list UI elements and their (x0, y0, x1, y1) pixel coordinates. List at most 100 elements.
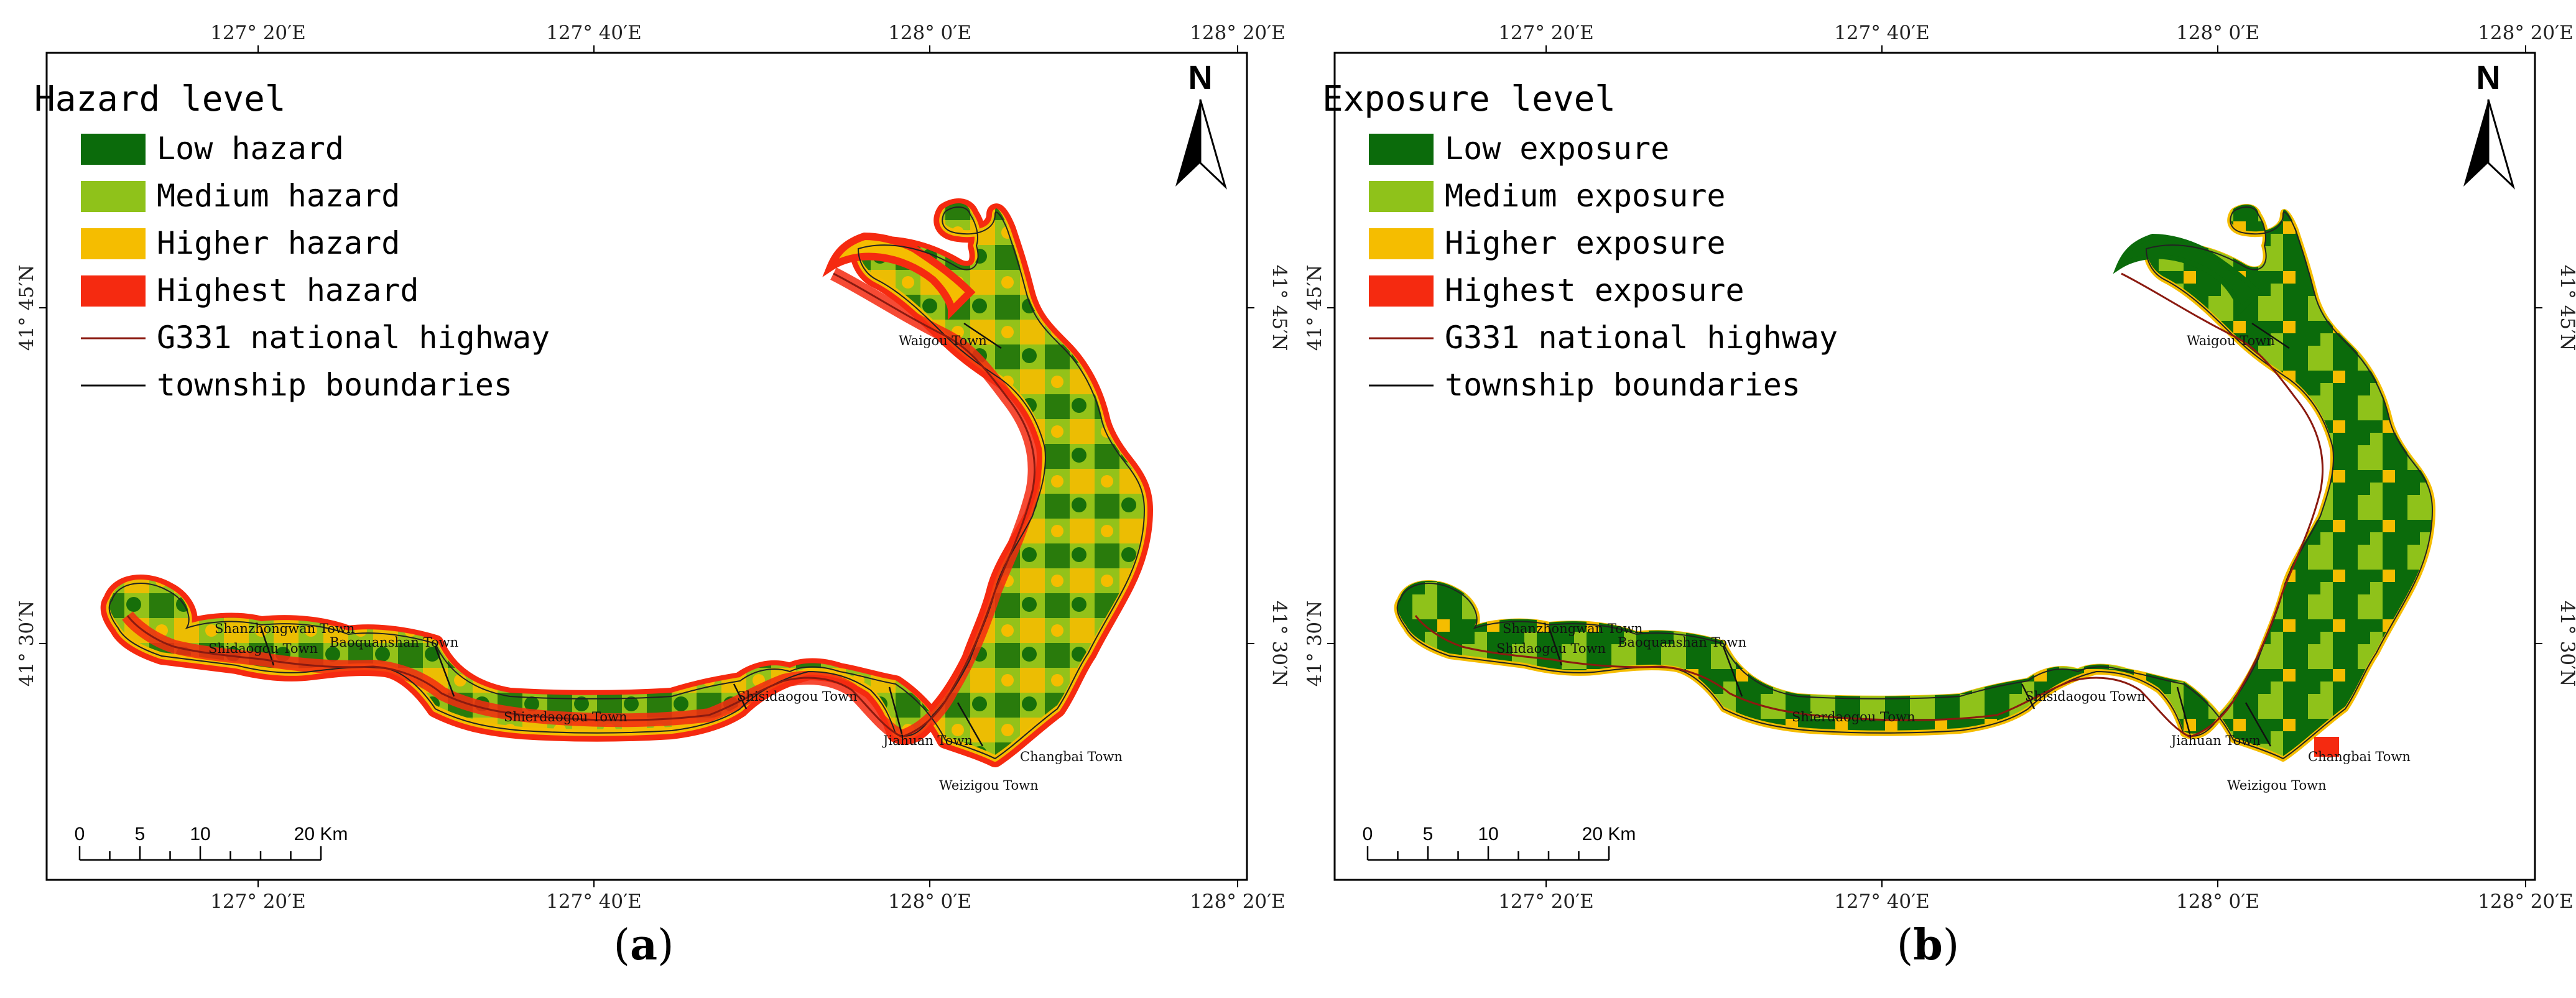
scale-bar: 0 5 10 20 Km (1363, 824, 1636, 861)
legend-item: Higher exposure (1445, 225, 1726, 261)
g331-highway (126, 272, 1036, 738)
town-label: Weizigou Town (939, 778, 1039, 793)
lat-label-right: 41° 45′N (2556, 265, 2576, 351)
scale-label: 20 Km (294, 824, 348, 844)
town-label: Weizigou Town (2227, 778, 2327, 793)
legend-item: township boundaries (157, 367, 512, 403)
lon-label-bottom: 128° 20′E (1190, 890, 1286, 913)
legend-item: G331 national highway (157, 320, 550, 356)
legend-item: Highest exposure (1445, 272, 1744, 308)
town-label: Baoquanshan Town (330, 635, 458, 650)
northern-spur (2113, 233, 2262, 317)
lon-label-top: 128° 0′E (888, 22, 971, 44)
town-label: Jiahuan Town (882, 733, 973, 748)
lat-label-right: 41° 30′N (1268, 601, 1288, 686)
town-label: Shisidaogou Town (2025, 689, 2146, 704)
lon-label-top: 127° 20′E (210, 22, 306, 44)
north-label: N (2476, 59, 2501, 96)
township-boundary (1548, 627, 1563, 666)
township-boundary (957, 702, 984, 747)
hazard-map-panel: 127° 20′E 127° 20′E 127° 40′E 127° 40′E 128°… (16, 22, 1288, 913)
legend-item: Highest hazard (157, 272, 419, 308)
town-label: Shierdaogou Town (504, 709, 628, 724)
legend-swatch (1369, 134, 1434, 165)
legend-item: Low hazard (157, 131, 344, 167)
hazard-raster (109, 203, 1144, 755)
scale-label: 10 (1478, 824, 1498, 844)
exposure-raster (1397, 205, 2432, 756)
legend-item: Higher hazard (157, 225, 400, 261)
legend-item: Low exposure (1445, 131, 1669, 167)
township-boundary (434, 646, 455, 697)
legend-swatch (1369, 181, 1434, 212)
town-label: Shisidaogou Town (737, 689, 858, 704)
lon-label-top: 127° 20′E (1498, 22, 1594, 44)
lat-label-right: 41° 45′N (1268, 265, 1288, 351)
region-outline (1396, 206, 2434, 760)
lat-label-right: 41° 30′N (2556, 601, 2576, 686)
lon-label-bottom: 127° 20′E (210, 890, 306, 913)
legend-swatch (81, 228, 146, 259)
legend-title: Hazard level (34, 79, 286, 119)
north-arrow-right (2487, 99, 2515, 190)
town-label: Shierdaogou Town (1792, 709, 1916, 724)
lat-label-left: 41° 45′N (16, 265, 38, 351)
town-label: Changbai Town (2308, 749, 2411, 764)
township-boundary (260, 627, 275, 666)
lon-label-top: 128° 0′E (2176, 22, 2259, 44)
scale-label: 5 (135, 824, 146, 844)
region-outline (108, 206, 1146, 760)
town-label: Jiahuan Town (2170, 733, 2261, 748)
legend-swatch (1369, 228, 1434, 259)
highest-exposure-patch (2314, 737, 2339, 757)
town-label: Shidaogou Town (1496, 641, 1606, 656)
town-label: Waigou Town (2187, 333, 2275, 348)
township-boundary (1722, 646, 1743, 697)
north-arrow: N (2463, 59, 2515, 190)
lon-label-bottom: 128° 20′E (2478, 890, 2574, 913)
lat-label-left: 41° 45′N (1304, 265, 1326, 351)
exposure-map-panel: 127° 20′E 127° 20′E 127° 40′E 127° 40′E 128°… (1288, 0, 2576, 998)
legend-swatch (81, 275, 146, 307)
caption-b: (b) (1896, 920, 1960, 970)
legend-item: Medium exposure (1445, 178, 1726, 214)
legend-item: township boundaries (1445, 367, 1800, 403)
township-boundary (888, 686, 903, 734)
north-arrow-left (2463, 99, 2488, 187)
lon-label-top: 127° 40′E (546, 22, 642, 44)
north-arrow-left (1175, 99, 1200, 187)
map-svg: 127° 20′E 127° 20′E 127° 40′E 127° 40′E 128°… (16, 22, 1288, 913)
township-boundary (2176, 686, 2191, 734)
town-label: Changbai Town (1020, 749, 1123, 764)
lon-label-bottom: 128° 0′E (888, 890, 971, 913)
scale-label: 5 (1423, 824, 1434, 844)
scale-label: 20 Km (1582, 824, 1636, 844)
lon-label-top: 128° 20′E (1190, 22, 1286, 44)
town-label: Shanzhongwan Town (1503, 621, 1642, 636)
scale-bar: 0 5 10 20 Km (75, 824, 348, 861)
study-area: Waigou Town Shanzhongwan Town Shidaogou To… (100, 198, 1153, 793)
lat-label-left: 41° 30′N (1304, 601, 1326, 686)
lon-label-bottom: 127° 40′E (1834, 890, 1930, 913)
legend-item: Medium hazard (157, 178, 400, 214)
caption-a: (a) (613, 920, 674, 970)
town-label: Shanzhongwan Town (215, 621, 354, 636)
town-label: Shidaogou Town (208, 641, 318, 656)
legend-title: Exposure level (1322, 79, 1616, 119)
township-boundary (963, 322, 1002, 349)
town-label: Baoquanshan Town (1618, 635, 1746, 650)
legend-swatch (81, 134, 146, 165)
north-label: N (1188, 59, 1213, 96)
legend: Hazard level Low hazard Medium hazard Highe… (34, 79, 550, 403)
legend: Exposure level Low exposure Medium exposur… (1322, 79, 1838, 403)
town-label: Waigou Town (899, 333, 987, 348)
scale-label: 0 (75, 824, 85, 844)
township-boundary (2245, 702, 2272, 747)
legend-swatch (1369, 275, 1434, 307)
lon-label-bottom: 127° 20′E (1498, 890, 1594, 913)
scale-label: 10 (190, 824, 210, 844)
scale-label: 0 (1363, 824, 1373, 844)
lon-label-top: 127° 40′E (1834, 22, 1930, 44)
legend-item: G331 national highway (1445, 320, 1838, 356)
study-area: Waigou Town Shanzhongwan Town Shidaogou To… (1394, 204, 2435, 793)
